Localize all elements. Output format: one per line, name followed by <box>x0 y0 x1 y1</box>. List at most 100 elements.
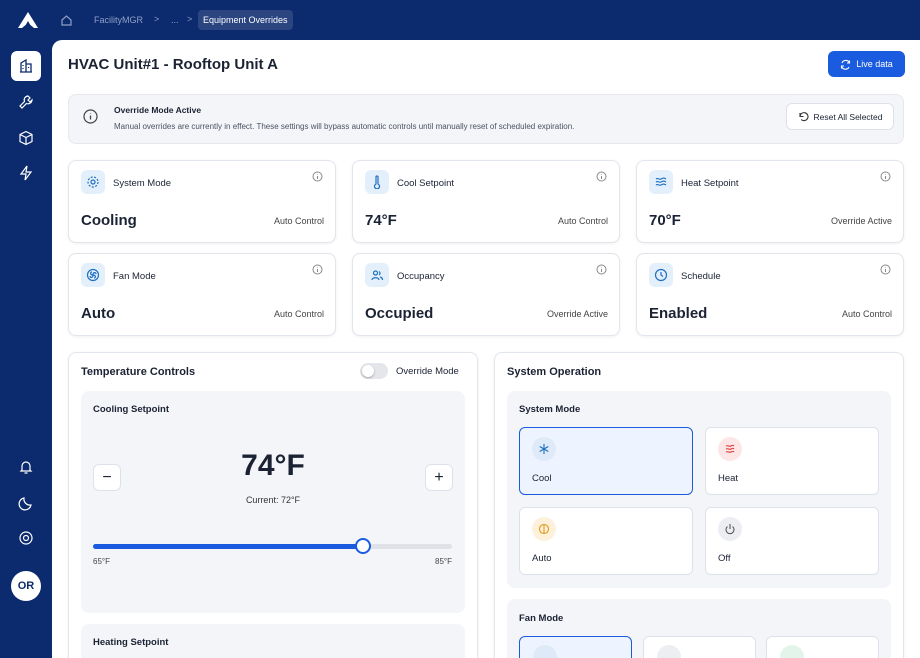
card-icon <box>365 170 389 194</box>
icon <box>538 523 550 535</box>
card-icon <box>365 263 389 287</box>
fan-icon <box>657 645 681 658</box>
card-value: Occupied <box>365 305 434 322</box>
card-icon <box>649 170 673 194</box>
section-title: Fan Mode <box>519 613 564 624</box>
mode-label: Off <box>718 553 731 564</box>
slider-max: 85°F <box>435 557 452 566</box>
alert-message: Manual overrides are currently in effect… <box>114 122 575 131</box>
card-value: 74°F <box>365 212 397 229</box>
mode-icon <box>532 517 556 541</box>
reset-button[interactable]: Reset All Selected <box>786 103 894 130</box>
status-card <box>352 253 620 336</box>
breadcrumb-current: Equipment Overrides <box>198 10 293 30</box>
nav-wrench[interactable] <box>18 94 34 110</box>
info-icon <box>83 109 98 124</box>
slider-thumb[interactable] <box>355 538 371 554</box>
separator: > <box>187 14 193 24</box>
card-status: Auto Control <box>841 309 892 319</box>
panel-title: Temperature Controls <box>81 366 196 378</box>
nav-bell[interactable] <box>18 459 34 475</box>
mode-icon <box>718 517 742 541</box>
nav-help[interactable] <box>18 530 34 546</box>
info-icon[interactable] <box>312 264 323 275</box>
separator: > <box>154 14 160 24</box>
nav-moon[interactable] <box>18 495 34 511</box>
button-label: Reset All Selected <box>813 111 883 122</box>
card-status: Override Active <box>546 309 608 319</box>
card-label: Occupancy <box>397 271 445 282</box>
card-status: Auto Control <box>557 216 608 226</box>
icon <box>539 444 549 454</box>
home-icon[interactable] <box>60 14 73 27</box>
slider-fill <box>93 544 363 549</box>
mode-label: Cool <box>532 473 552 484</box>
breadcrumb-item[interactable]: FacilityMGR <box>94 15 143 25</box>
card-value: Auto <box>81 305 116 322</box>
status-card <box>352 160 620 243</box>
card-status: Override Active <box>830 216 892 226</box>
icon <box>655 177 667 186</box>
alert <box>68 94 904 144</box>
alert-title: Override Mode Active <box>114 105 202 115</box>
info-icon[interactable] <box>596 264 607 275</box>
fan-icon <box>533 645 557 658</box>
card-value: 70°F <box>649 212 681 229</box>
icon <box>725 524 735 535</box>
section-title: System Mode <box>519 404 581 415</box>
setpoint-value: 74°F <box>241 449 305 482</box>
logo[interactable] <box>16 10 40 30</box>
mode-icon <box>532 437 556 461</box>
page-title: HVAC Unit#1 - Rooftop Unit A <box>68 56 278 73</box>
slider-min: 65°F <box>93 557 110 566</box>
setpoint-title: Cooling Setpoint <box>93 404 169 415</box>
card-label: Schedule <box>681 271 721 282</box>
reset-icon <box>798 112 809 122</box>
card-value: Cooling <box>81 212 137 229</box>
card-status: Auto Control <box>273 216 324 226</box>
status-card <box>68 160 336 243</box>
refresh-icon <box>841 59 851 70</box>
card-icon <box>649 263 673 287</box>
status-card <box>636 160 904 243</box>
nav-cube[interactable] <box>18 130 34 146</box>
fan-icon <box>780 645 804 658</box>
card-icon <box>81 263 105 287</box>
card-label: Fan Mode <box>113 271 156 282</box>
mode-label: Heat <box>718 473 739 484</box>
info-icon[interactable] <box>880 171 891 182</box>
card-label: Cool Setpoint <box>397 178 455 189</box>
icon <box>86 268 100 282</box>
increase-button[interactable]: + <box>425 464 453 491</box>
info-icon[interactable] <box>880 264 891 275</box>
info-icon[interactable] <box>312 171 323 182</box>
decrease-button[interactable]: − <box>93 464 121 491</box>
panel-title: System Operation <box>507 366 602 378</box>
card-label: System Mode <box>113 178 172 189</box>
cooling-box <box>81 391 465 613</box>
card-label: Heat Setpoint <box>681 178 739 189</box>
status-card <box>68 253 336 336</box>
nav-building[interactable] <box>18 58 34 74</box>
info-icon[interactable] <box>596 171 607 182</box>
icon <box>373 175 381 189</box>
status-card <box>636 253 904 336</box>
mode-icon <box>718 437 742 461</box>
button-label: Live data <box>856 59 893 69</box>
icon <box>87 176 99 188</box>
card-icon <box>81 170 105 194</box>
nav-bolt[interactable] <box>18 165 34 181</box>
icon <box>654 268 668 282</box>
live-data-button[interactable]: Live data <box>828 51 905 77</box>
card-status: Auto Control <box>273 309 324 319</box>
heating-box <box>81 624 465 658</box>
card-value: Enabled <box>649 305 708 322</box>
breadcrumb-item[interactable]: ... <box>171 15 179 25</box>
setpoint-title: Heating Setpoint <box>93 637 169 648</box>
override-toggle[interactable] <box>360 363 388 379</box>
avatar[interactable]: OR <box>11 571 41 601</box>
toggle-label: Override Mode <box>396 366 459 377</box>
icon <box>725 444 735 453</box>
mode-label: Auto <box>532 553 552 564</box>
